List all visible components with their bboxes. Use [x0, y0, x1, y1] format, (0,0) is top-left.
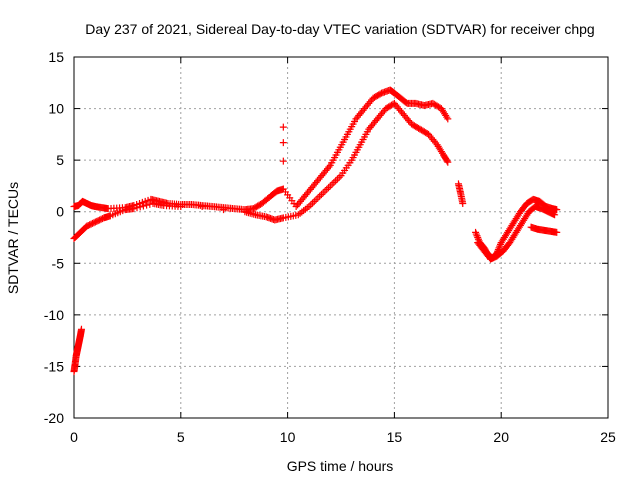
- data-point: [77, 325, 85, 333]
- y-tick-label: 10: [48, 101, 64, 117]
- x-tick-label: 10: [280, 429, 296, 445]
- data-point: [553, 228, 561, 236]
- data-point: [139, 202, 147, 210]
- data-point: [198, 203, 206, 211]
- data-point: [472, 228, 480, 236]
- data-point: [325, 163, 333, 171]
- y-tick-label: 0: [56, 204, 64, 220]
- axis-ticks: 0 5 10 15 20 25 -20 -15 -10 -5 0 5 10 15: [44, 49, 616, 445]
- y-tick-label: 5: [56, 152, 64, 168]
- y-tick-label: -10: [44, 307, 64, 323]
- data-point: [443, 157, 451, 165]
- data-point: [459, 199, 467, 207]
- data-points: [70, 86, 561, 376]
- data-point: [133, 204, 141, 212]
- data-point: [220, 206, 228, 214]
- data-point: [495, 244, 503, 252]
- y-axis-label: SDTVAR / TECUs: [5, 182, 21, 294]
- x-axis-label: GPS time / hours: [287, 458, 394, 474]
- data-point: [130, 205, 138, 213]
- y-tick-label: 15: [48, 49, 64, 65]
- y-tick-label: -15: [44, 358, 64, 374]
- data-point: [496, 242, 504, 250]
- data-point: [279, 123, 287, 131]
- data-point: [551, 211, 559, 219]
- data-point: [444, 158, 452, 166]
- data-point: [279, 157, 287, 165]
- x-tick-label: 0: [70, 429, 78, 445]
- x-tick-label: 25: [600, 429, 616, 445]
- x-tick-label: 20: [493, 429, 509, 445]
- chart-title: Day 237 of 2021, Sidereal Day-to-day VTE…: [85, 21, 594, 37]
- y-tick-label: -20: [44, 410, 64, 426]
- y-tick-label: -5: [52, 255, 65, 271]
- data-point: [444, 115, 452, 123]
- data-point: [279, 139, 287, 147]
- data-point: [553, 206, 561, 214]
- x-tick-label: 15: [387, 429, 403, 445]
- data-point: [136, 203, 144, 211]
- x-tick-label: 5: [177, 429, 185, 445]
- data-point: [177, 203, 185, 211]
- data-point: [443, 113, 451, 121]
- data-point: [473, 232, 481, 240]
- data-point: [472, 230, 480, 238]
- data-point: [143, 201, 151, 209]
